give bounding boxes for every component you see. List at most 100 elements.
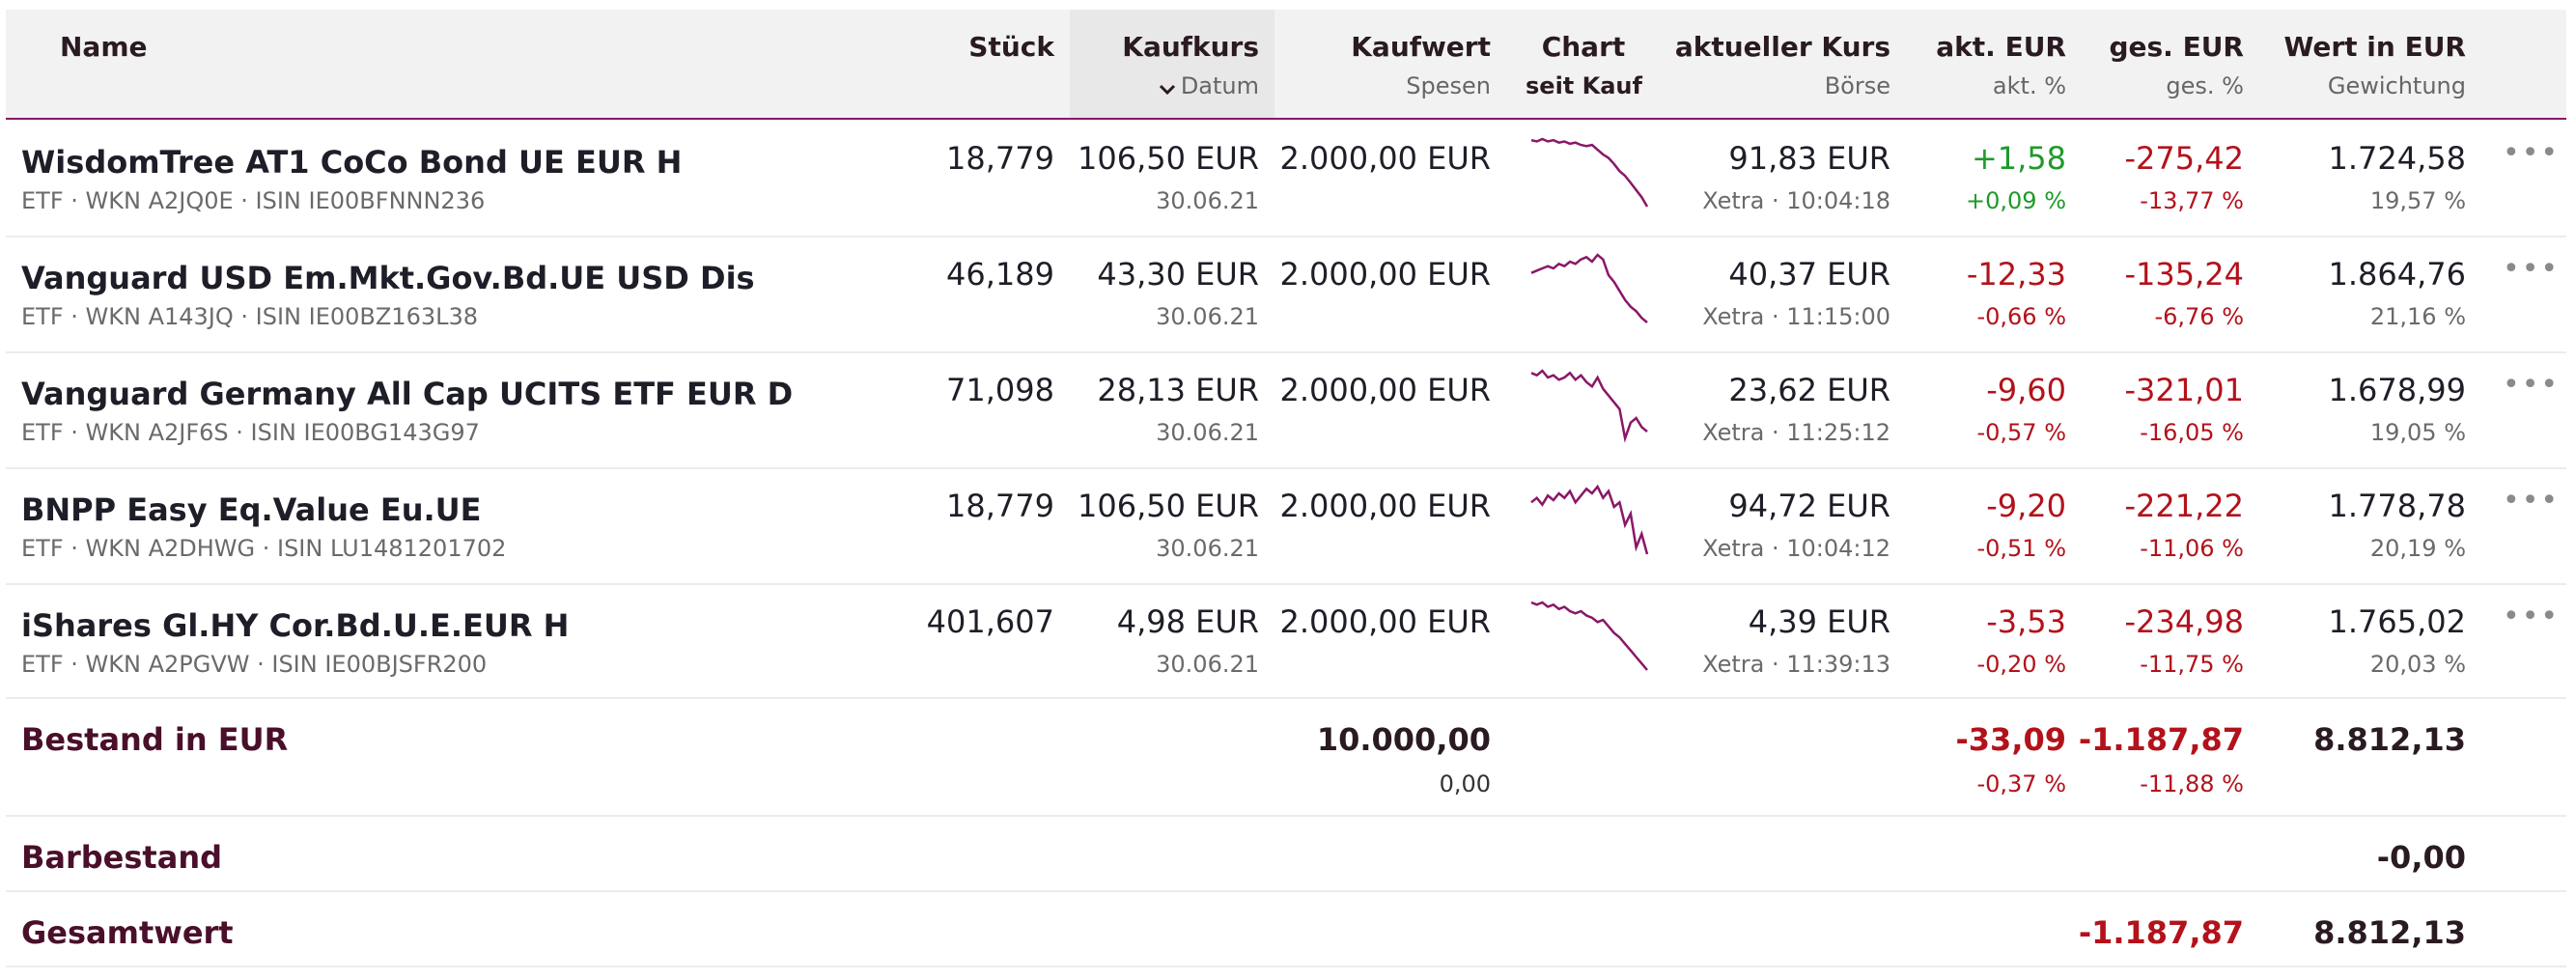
row-datum: 30.06.21 [1156, 419, 1259, 446]
row-name[interactable]: iShares Gl.HY Cor.Bd.U.E.EUR H [21, 607, 570, 644]
row-wert: 1.778,78 [2328, 488, 2467, 524]
header-datum: Datum [1180, 72, 1259, 99]
row-ges-eur: -135,24 [2124, 256, 2244, 293]
chevron-down-icon [1159, 84, 1175, 95]
row-identifiers: ETF · WKN A2DHWG · ISIN LU1481201702 [21, 535, 507, 562]
row-akt-pct: -0,66 % [1976, 303, 2066, 330]
row-gewichtung: 19,57 % [2369, 187, 2466, 214]
row-divider [6, 697, 2566, 699]
row-kaufwert: 2.000,00 EUR [1279, 603, 1491, 640]
more-options-icon[interactable]: ••• [2503, 252, 2561, 286]
gesamtwert-ges-eur: -1.187,87 [2078, 914, 2244, 951]
row-wert: 1.765,02 [2328, 603, 2467, 640]
barbestand-label: Barbestand [21, 839, 222, 876]
header-kaufwert[interactable]: Kaufwert [1351, 31, 1491, 63]
row-boerse: Xetra · 11:25:12 [1702, 419, 1890, 446]
header-divider [6, 118, 2566, 120]
header-stueck[interactable]: Stück [968, 31, 1054, 63]
header-spesen[interactable]: Spesen [1406, 72, 1491, 99]
header-akt-pct[interactable]: akt. % [1992, 72, 2066, 99]
row-kaufwert: 2.000,00 EUR [1279, 256, 1491, 293]
bestand-wert: 8.812,13 [2313, 721, 2466, 758]
row-ges-pct: -13,77 % [2140, 187, 2244, 214]
header-kaufkurs[interactable]: Kaufkurs [1122, 31, 1259, 63]
row-ges-pct: -6,76 % [2154, 303, 2244, 330]
row-identifiers: ETF · WKN A2JF6S · ISIN IE00BG143G97 [21, 419, 480, 446]
header-ges-pct[interactable]: ges. % [2166, 72, 2244, 99]
header-name[interactable]: Name [60, 31, 148, 63]
row-ges-pct: -11,75 % [2140, 651, 2244, 678]
header-ges-eur[interactable]: ges. EUR [2109, 31, 2244, 63]
row-identifiers: ETF · WKN A143JQ · ISIN IE00BZ163L38 [21, 303, 479, 330]
gesamtwert-wert: 8.812,13 [2313, 914, 2466, 951]
row-kaufwert: 2.000,00 EUR [1279, 140, 1491, 177]
row-gewichtung: 20,03 % [2369, 651, 2466, 678]
more-options-icon[interactable]: ••• [2503, 368, 2561, 402]
row-divider [6, 467, 2566, 469]
row-kaufkurs: 4,98 EUR [1116, 603, 1259, 640]
row-sparkline[interactable] [1529, 367, 1649, 444]
header-boerse[interactable]: Börse [1824, 72, 1890, 99]
row-ges-eur: -234,98 [2124, 603, 2244, 640]
bestand-akt-eur: -33,09 [1955, 721, 2067, 758]
row-datum: 30.06.21 [1156, 535, 1259, 562]
row-name[interactable]: WisdomTree AT1 CoCo Bond UE EUR H [21, 144, 683, 181]
row-kaufkurs: 106,50 EUR [1077, 140, 1259, 177]
row-kaufkurs: 43,30 EUR [1097, 256, 1259, 293]
row-stueck: 46,189 [946, 256, 1054, 293]
bestand-label: Bestand in EUR [21, 721, 289, 758]
more-options-icon[interactable]: ••• [2503, 484, 2561, 517]
row-name[interactable]: Vanguard USD Em.Mkt.Gov.Bd.UE USD Dis [21, 260, 755, 296]
row-wert: 1.678,99 [2328, 372, 2467, 408]
row-datum: 30.06.21 [1156, 303, 1259, 330]
row-sparkline[interactable] [1529, 135, 1649, 212]
row-name[interactable]: Vanguard Germany All Cap UCITS ETF EUR D [21, 376, 794, 412]
row-sparkline[interactable] [1529, 483, 1649, 560]
bestand-spesen: 0,00 [1439, 770, 1491, 797]
table-bottom-divider [6, 965, 2566, 967]
row-ges-eur: -275,42 [2124, 140, 2244, 177]
header-akt-eur[interactable]: akt. EUR [1936, 31, 2066, 63]
row-akt-pct: -0,51 % [1976, 535, 2066, 562]
row-divider [6, 351, 2566, 353]
sparkline-line [1530, 484, 1649, 555]
sparkline-line [1530, 601, 1648, 671]
header-seit-kauf[interactable]: seit Kauf [1526, 72, 1642, 99]
row-kurs: 23,62 EUR [1728, 372, 1890, 408]
header-wert-eur[interactable]: Wert in EUR [2283, 31, 2466, 63]
row-datum: 30.06.21 [1156, 187, 1259, 214]
row-kurs: 4,39 EUR [1748, 603, 1890, 640]
row-wert: 1.864,76 [2328, 256, 2467, 293]
header-datum-sort[interactable]: Datum [1158, 74, 1259, 98]
row-akt-eur: -3,53 [1986, 603, 2066, 640]
row-akt-eur: -12,33 [1966, 256, 2066, 293]
row-akt-pct: +0,09 % [1966, 187, 2066, 214]
header-gewichtung[interactable]: Gewichtung [2327, 72, 2466, 99]
gesamtwert-label: Gesamtwert [21, 914, 234, 951]
bestand-kaufwert: 10.000,00 [1316, 721, 1491, 758]
sparkline-line [1530, 253, 1648, 323]
row-boerse: Xetra · 10:04:18 [1702, 187, 1890, 214]
row-sparkline[interactable] [1529, 599, 1649, 676]
row-identifiers: ETF · WKN A2JQ0E · ISIN IE00BFNNN236 [21, 187, 486, 214]
sparkline-line [1530, 137, 1649, 208]
header-chart[interactable]: Chart [1541, 31, 1626, 63]
row-kurs: 40,37 EUR [1728, 256, 1890, 293]
row-divider [6, 890, 2566, 892]
row-boerse: Xetra · 11:15:00 [1702, 303, 1890, 330]
more-options-icon[interactable]: ••• [2503, 600, 2561, 633]
row-ges-eur: -321,01 [2124, 372, 2244, 408]
row-sparkline[interactable] [1529, 251, 1649, 328]
row-name[interactable]: BNPP Easy Eq.Value Eu.UE [21, 491, 482, 528]
row-boerse: Xetra · 11:39:13 [1702, 651, 1890, 678]
row-kurs: 94,72 EUR [1728, 488, 1890, 524]
row-kaufwert: 2.000,00 EUR [1279, 488, 1491, 524]
row-divider [6, 815, 2566, 817]
row-ges-pct: -16,05 % [2140, 419, 2244, 446]
row-kaufwert: 2.000,00 EUR [1279, 372, 1491, 408]
more-options-icon[interactable]: ••• [2503, 136, 2561, 170]
barbestand-wert: -0,00 [2376, 839, 2466, 876]
row-stueck: 18,779 [946, 488, 1054, 524]
row-stueck: 401,607 [926, 603, 1054, 640]
header-aktueller-kurs[interactable]: aktueller Kurs [1674, 31, 1890, 63]
